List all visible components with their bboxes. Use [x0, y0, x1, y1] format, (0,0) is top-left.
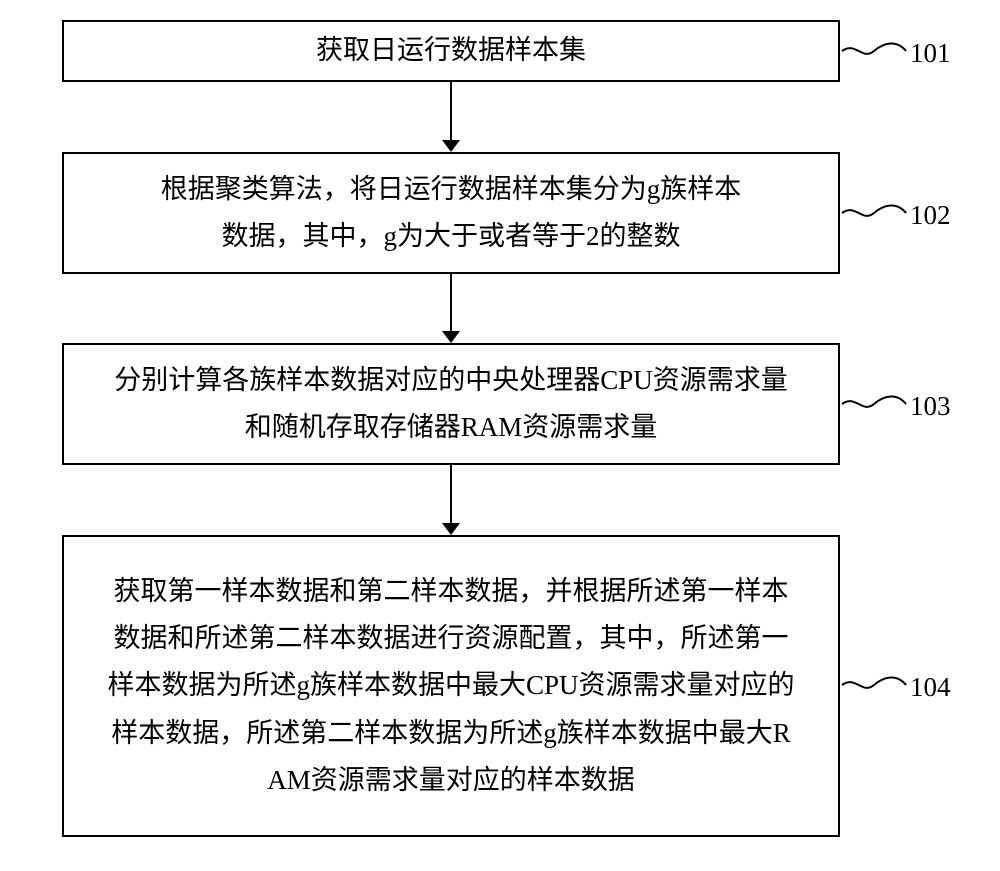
label-connector-b4 [0, 0, 1000, 871]
flowchart-canvas: 获取日运行数据样本集根据聚类算法，将日运行数据样本集分为g族样本数据，其中，g为… [0, 0, 1000, 871]
step-number-b4: 104 [910, 672, 951, 703]
